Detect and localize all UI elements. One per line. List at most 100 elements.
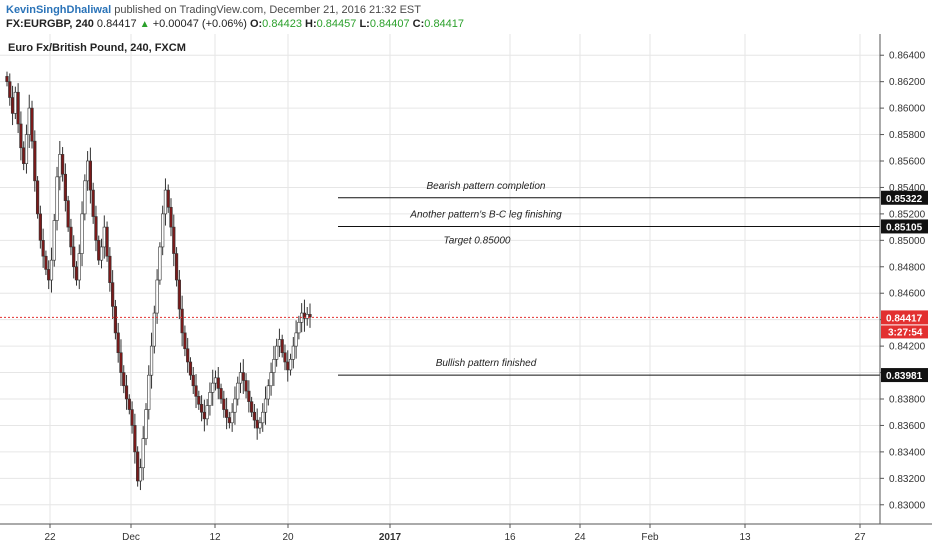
candle-body xyxy=(283,352,287,363)
candle-body xyxy=(227,417,231,424)
level-price-label: 0.83981 xyxy=(886,371,923,382)
candle-body xyxy=(33,140,37,182)
candle-body xyxy=(130,409,134,426)
x-tick-label: Feb xyxy=(641,532,659,543)
candle-body xyxy=(211,382,215,393)
candle-body xyxy=(174,253,179,281)
candle-body xyxy=(241,372,245,381)
candle-body xyxy=(58,154,62,178)
x-tick-label: 16 xyxy=(504,532,516,543)
current-price-label: 0.84417 xyxy=(886,313,923,324)
candle-body xyxy=(169,206,173,228)
candle-body xyxy=(27,107,31,135)
open-label: O: xyxy=(249,18,263,30)
up-arrow-icon: ▲ xyxy=(139,19,150,30)
y-tick-label: 0.85800 xyxy=(889,130,926,141)
ohlc-line: FX:EURGBP, 240 0.84417 ▲ +0.00047 (+0.06… xyxy=(6,18,464,30)
y-tick-label: 0.85600 xyxy=(889,157,926,168)
candle-body xyxy=(116,332,120,354)
candle-body xyxy=(119,352,123,373)
candle-body xyxy=(35,180,40,215)
candle-body xyxy=(250,401,254,413)
candle-body xyxy=(258,422,262,429)
candle-body xyxy=(136,451,140,482)
candle-body xyxy=(277,339,282,347)
price-badges: 0.85322 0.85105 0.83981 0.84417 3:27:54 xyxy=(881,190,928,383)
chart-title: Euro Fx/British Pound, 240, FXCM xyxy=(8,42,186,54)
candle-body xyxy=(24,134,29,164)
candle-body xyxy=(188,361,193,376)
candle-body xyxy=(266,385,270,400)
target-annotation: Target 0.85000 xyxy=(444,235,511,246)
candle-body xyxy=(113,306,118,334)
candle-body xyxy=(244,380,248,392)
symbol-label[interactable]: FX:EURGBP, 240 xyxy=(6,18,94,30)
candle-body xyxy=(288,359,293,371)
candle-body xyxy=(91,189,95,217)
candle-body xyxy=(47,269,51,281)
candle-body xyxy=(280,339,284,354)
candle-body xyxy=(155,279,159,314)
candle-body xyxy=(275,345,279,360)
candle-body xyxy=(272,359,276,373)
candle-body xyxy=(208,392,212,406)
candle-body xyxy=(108,255,112,283)
y-tick-label: 0.85400 xyxy=(889,183,926,194)
y-tick-label: 0.83200 xyxy=(889,474,926,485)
chart-background xyxy=(0,34,932,550)
candle-body xyxy=(22,147,26,164)
y-tick-label: 0.84200 xyxy=(889,342,926,353)
current-price-badge xyxy=(881,310,928,325)
candle-body xyxy=(213,377,218,384)
candle-body xyxy=(30,107,34,142)
change-value: +0.00047 (+0.06%) xyxy=(152,18,247,30)
candle-body xyxy=(44,255,48,270)
candle-body xyxy=(152,312,156,347)
level-price-badge xyxy=(881,190,928,205)
candle-body xyxy=(144,409,148,439)
candle-body xyxy=(97,240,101,261)
candle-body xyxy=(60,154,65,175)
candle-body xyxy=(122,372,126,387)
candle-body xyxy=(19,123,23,149)
candle-body xyxy=(308,314,312,318)
y-tick-label: 0.86400 xyxy=(889,51,926,62)
candle-body xyxy=(255,419,259,429)
price-chart[interactable]: Bearish pattern completion Another patter… xyxy=(0,34,932,550)
time-axis[interactable]: 22 Dec 12 20 2017 16 24 Feb 13 27 xyxy=(44,524,866,543)
candle-body xyxy=(263,398,268,413)
candle-body xyxy=(286,361,290,371)
candle-body xyxy=(269,372,273,387)
level-price-label: 0.85322 xyxy=(886,194,923,205)
low-value: 0.84407 xyxy=(369,18,410,30)
candle-body xyxy=(86,160,90,182)
candle-body xyxy=(10,97,15,114)
candle-body xyxy=(222,398,226,410)
candle-body xyxy=(238,372,243,384)
candle-body xyxy=(219,388,223,400)
candle-body xyxy=(49,259,54,281)
candle-body xyxy=(74,266,79,281)
candle-body xyxy=(127,398,131,410)
candle-body xyxy=(41,240,45,257)
grid xyxy=(0,34,880,524)
candle-body xyxy=(88,160,92,191)
candle-body xyxy=(105,226,109,257)
level-annotation: Another pattern's B-C leg finishing xyxy=(409,209,562,220)
author-link[interactable]: KevinSinghDhaliwal xyxy=(6,4,112,16)
candle-body xyxy=(236,382,240,400)
candle-body xyxy=(172,226,176,254)
candle-body xyxy=(163,189,168,215)
y-tick-label: 0.85000 xyxy=(889,236,926,247)
candle-body xyxy=(205,405,209,420)
y-tick-label: 0.83000 xyxy=(889,500,926,511)
x-tick-label: 20 xyxy=(282,532,294,543)
candle-body xyxy=(63,173,67,201)
candle-body xyxy=(133,425,137,453)
candle-body xyxy=(225,409,229,418)
candle-body xyxy=(138,467,143,482)
candle-body xyxy=(183,332,187,350)
candle-body xyxy=(202,411,206,420)
level-price-label: 0.85105 xyxy=(886,222,923,233)
candle-body xyxy=(102,226,106,248)
